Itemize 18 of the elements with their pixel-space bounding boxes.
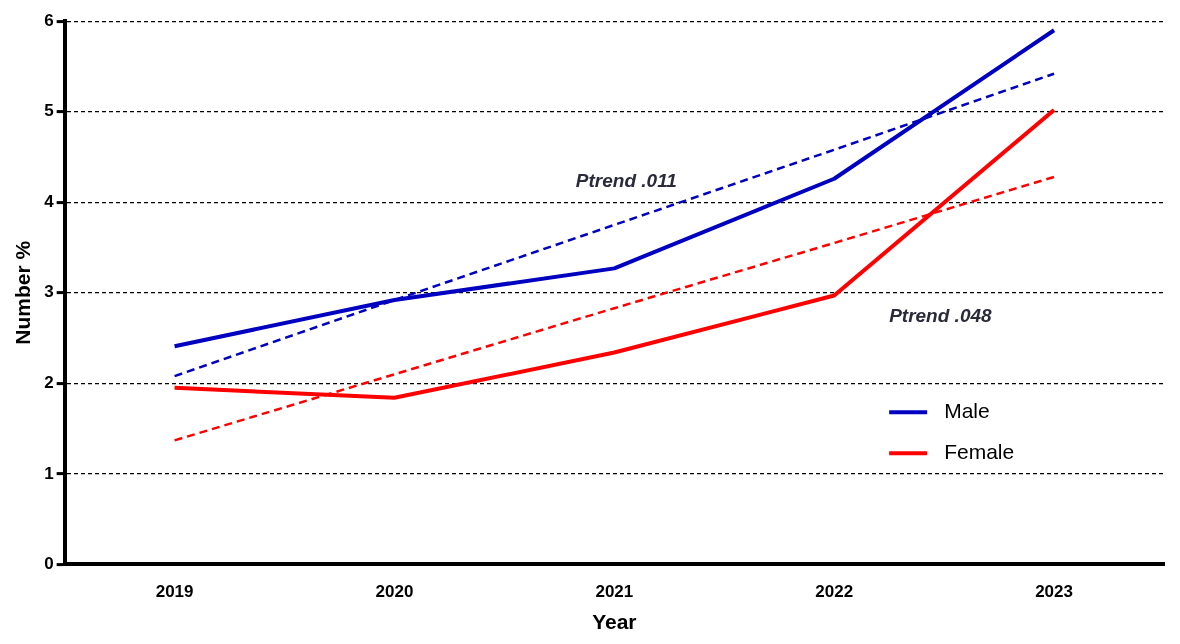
x-tick-label: 2022 xyxy=(815,582,854,602)
x-tick-label: 2020 xyxy=(375,582,414,602)
x-tick-label: 2019 xyxy=(155,582,194,602)
y-axis-title: Number % xyxy=(11,240,35,345)
y-tick-label: 3 xyxy=(44,282,54,302)
legend-label: Male xyxy=(944,399,990,423)
legend-label: Female xyxy=(944,440,1015,464)
y-tick-label: 4 xyxy=(44,191,55,211)
y-tick-label: 6 xyxy=(44,10,54,30)
y-tick-label: 5 xyxy=(44,101,54,121)
annotation: Ptrend .011 xyxy=(575,169,677,191)
x-tick-label: 2023 xyxy=(1035,582,1073,602)
x-tick-label: 2021 xyxy=(595,582,634,602)
y-tick-label: 0 xyxy=(44,554,54,574)
y-tick-label: 1 xyxy=(44,463,54,483)
y-tick-label: 2 xyxy=(44,373,54,393)
annotation: Ptrend .048 xyxy=(889,305,993,327)
x-axis-title: Year xyxy=(592,610,637,634)
